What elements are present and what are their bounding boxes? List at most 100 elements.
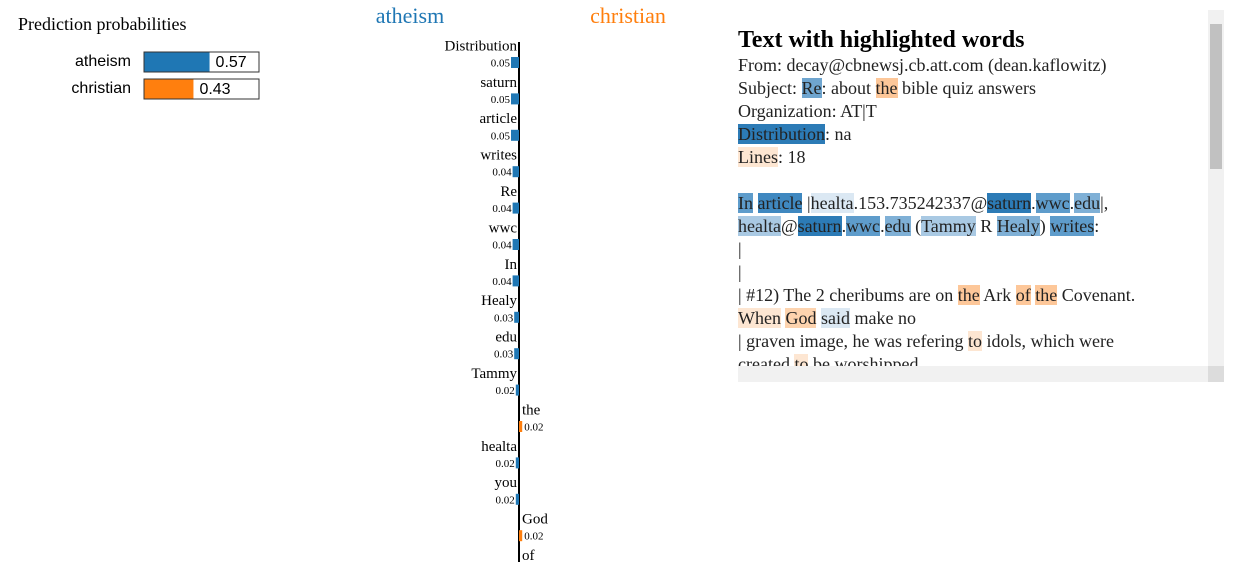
probability-frame (143, 51, 260, 73)
text-span: ( (910, 216, 922, 236)
feature-word: Distribution (444, 38, 517, 54)
feature-word: writes (480, 148, 517, 164)
class-name: christian (71, 80, 131, 97)
probability-bar (144, 79, 194, 99)
feature-word: article (480, 111, 518, 127)
right-class-label: christian (590, 3, 666, 28)
feature-word: edu (495, 330, 517, 346)
text-line: Distribution: na (738, 123, 1208, 146)
feature-word: wwc (489, 220, 518, 236)
probability-label: 0.43 (199, 81, 230, 98)
text-span: be worshipped (808, 354, 919, 366)
text-line: In article |healta.153.735242337@saturn.… (738, 192, 1208, 215)
feature-value: 0.04 (492, 276, 512, 288)
text-line: | graven image, he was refering to idols… (738, 330, 1208, 353)
highlighted-word: When (738, 308, 781, 328)
text-line: From: decay@cbnewsj.cb.att.com (dean.kaf… (738, 54, 1208, 77)
text-line: When God said make no (738, 307, 1208, 330)
text-span: | graven image, he was refering (738, 331, 969, 351)
text-span: @ (780, 216, 798, 236)
text-line: Subject: Re: about the bible quiz answer… (738, 77, 1208, 100)
feature-bar (511, 129, 519, 141)
highlighted-word: Healy (996, 216, 1040, 236)
feature-value: 0.05 (491, 58, 511, 70)
text-span: created (738, 354, 795, 366)
scroll-thumb[interactable] (1210, 24, 1222, 169)
highlighted-word: to (968, 331, 983, 351)
probability-bar (144, 52, 210, 72)
feature-value: 0.02 (524, 422, 543, 434)
highlighted-word: saturn (987, 193, 1032, 213)
text-content: Text with highlighted words From: decay@… (738, 10, 1208, 366)
text-span: | (738, 239, 742, 259)
highlighted-word: the (875, 78, 898, 98)
highlighted-word: the (1035, 285, 1058, 305)
feature-value: 0.04 (492, 203, 512, 215)
probability-frame (143, 78, 260, 100)
vertical-scrollbar[interactable] (1208, 10, 1224, 366)
feature-bar (511, 93, 519, 105)
highlighted-word: Tammy (921, 216, 976, 236)
text-line: | #12) The 2 cheribums are on the Ark of… (738, 284, 1208, 307)
feature-word: of (522, 548, 535, 564)
highlighted-word: saturn (797, 216, 842, 236)
feature-word: you (495, 475, 518, 491)
feature-bar (515, 384, 519, 396)
text-span: Subject: (738, 78, 802, 98)
feature-bar (514, 348, 519, 360)
highlighted-word: Re (801, 78, 822, 98)
text-span: | #12) The 2 cheribums are on (738, 285, 958, 305)
text-line: created to be worshipped (738, 353, 1208, 366)
feature-value: 0.03 (494, 349, 514, 361)
feature-word: healta (481, 439, 517, 455)
feature-bar (512, 202, 519, 214)
feature-bar (515, 493, 519, 505)
panel-title: Text with highlighted words (738, 27, 1025, 53)
highlighted-word: wwc (846, 216, 881, 236)
highlighted-word: edu (1074, 193, 1101, 213)
highlighted-word: Distribution (738, 124, 826, 144)
highlighted-word: Lines (738, 147, 778, 167)
feature-bar (511, 57, 519, 68)
text-line: Lines: 18 (738, 146, 1208, 169)
highlighted-word: In (738, 193, 753, 213)
highlighted-word: edu (884, 216, 911, 236)
scroll-corner (1208, 366, 1224, 382)
highlighted-word: to (794, 354, 809, 366)
highlighted-word: wwc (1035, 193, 1070, 213)
text-span: : about (821, 78, 876, 98)
feature-bar (514, 311, 519, 323)
feature-bar (515, 457, 519, 469)
highlighted-word: the (957, 285, 980, 305)
feature-value: 0.02 (496, 385, 515, 397)
text-span (753, 193, 758, 213)
text-span: ) (1039, 216, 1051, 236)
horizontal-scrollbar[interactable] (738, 366, 1208, 382)
feature-value: 0.04 (492, 167, 512, 179)
text-line: | (738, 261, 1208, 284)
text-span: . (880, 216, 885, 236)
text-line: | (738, 238, 1208, 261)
text-span: . (841, 216, 847, 236)
charts: Prediction probabilities atheism christi… (18, 3, 666, 564)
probability-label: 0.57 (216, 54, 247, 71)
feature-bar (512, 239, 519, 250)
left-class-label: atheism (376, 3, 444, 28)
feature-bar (519, 421, 523, 432)
feature-bar (512, 166, 519, 178)
feature-word: saturn (480, 75, 517, 91)
class-name: atheism (75, 53, 131, 70)
feature-value: 0.05 (491, 94, 511, 106)
text-span: |, (1100, 193, 1109, 213)
feature-value: 0.02 (496, 494, 515, 506)
text-span: idols, which were (982, 331, 1114, 351)
text-span: | (802, 193, 811, 213)
highlighted-word: healta (738, 216, 781, 236)
highlighted-word: healta (810, 193, 854, 213)
text-line: Organization: AT|T (738, 100, 1208, 123)
feature-bar (519, 530, 523, 542)
text-span: R (975, 216, 997, 236)
text-span: .153.735242337@ (853, 193, 988, 213)
highlighted-word: God (785, 308, 817, 328)
